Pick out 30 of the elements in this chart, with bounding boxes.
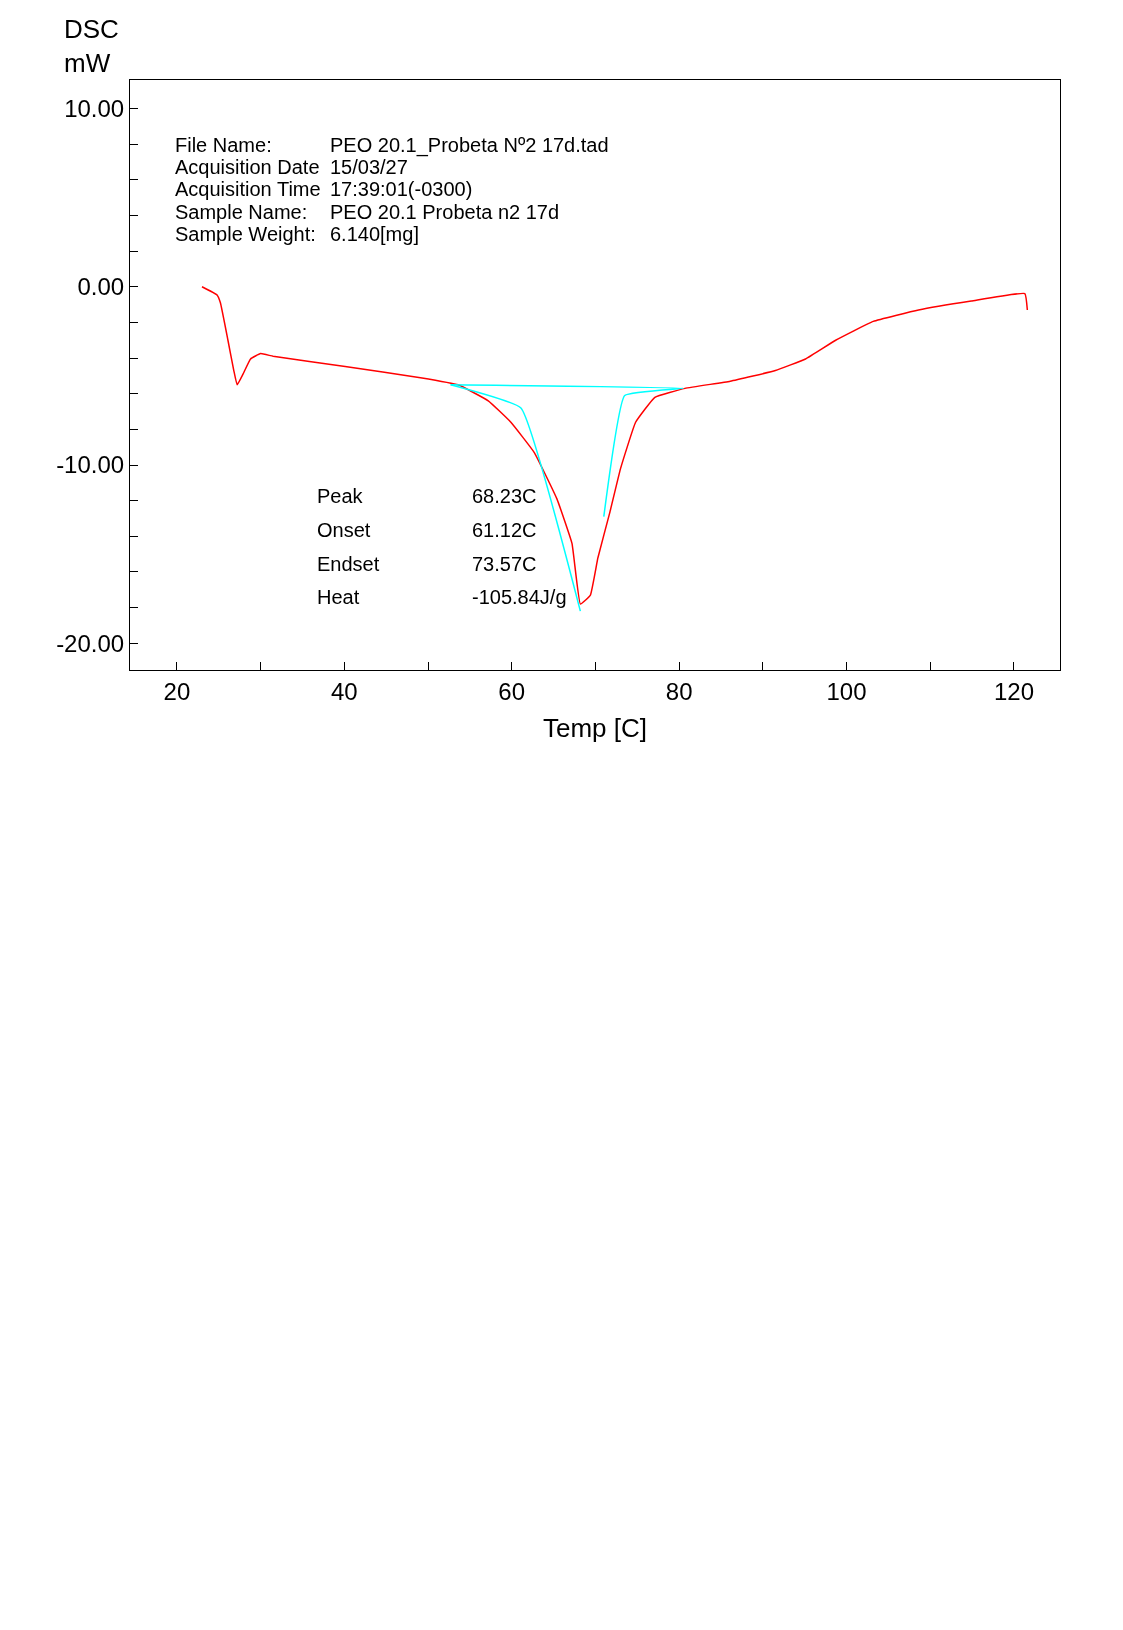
x-tick-label: 100 [826, 677, 867, 705]
annotation: PEO 20.1 Probeta n2 17d [330, 201, 560, 223]
annotation: Sample Name: [175, 201, 308, 223]
x-tick-label: 40 [330, 677, 358, 705]
x-tick-label: 80 [665, 677, 693, 705]
x-tick-label: 60 [498, 677, 526, 705]
annotation: File Name: [175, 134, 272, 156]
y-axis-title: DSC mW [64, 14, 119, 78]
x-tick-label: 20 [163, 677, 191, 705]
annotation: 6.140[mg] [330, 223, 419, 245]
y-tick-label: -10.00 [56, 451, 125, 479]
annotation: 68.23C [472, 485, 537, 507]
annotation: PEO 20.1_Probeta Nº2 17d.tad [330, 134, 609, 157]
annotation: Sample Weight: [175, 223, 316, 245]
annotation: Peak [317, 485, 364, 507]
annotation: 73.57C [472, 553, 537, 575]
x-axis-title: Temp [C] [542, 713, 648, 744]
annotation: 17:39:01(-0300) [330, 178, 473, 200]
annotation: Endset [317, 553, 380, 575]
annotation: Acquisition Time [175, 178, 321, 200]
annotation: Heat [317, 586, 360, 608]
y-tick-label: -20.00 [56, 629, 125, 657]
annotation: -105.84J/g [472, 586, 567, 608]
annotation: Onset [317, 519, 371, 541]
y-tick-label: 0.00 [77, 273, 125, 301]
x-tick-label: 120 [993, 677, 1034, 705]
annotation: 61.12C [472, 519, 537, 541]
annotation: Acquisition Date [175, 156, 320, 178]
y-tick-label: 10.00 [64, 94, 125, 122]
annotation: 15/03/27 [330, 156, 408, 178]
